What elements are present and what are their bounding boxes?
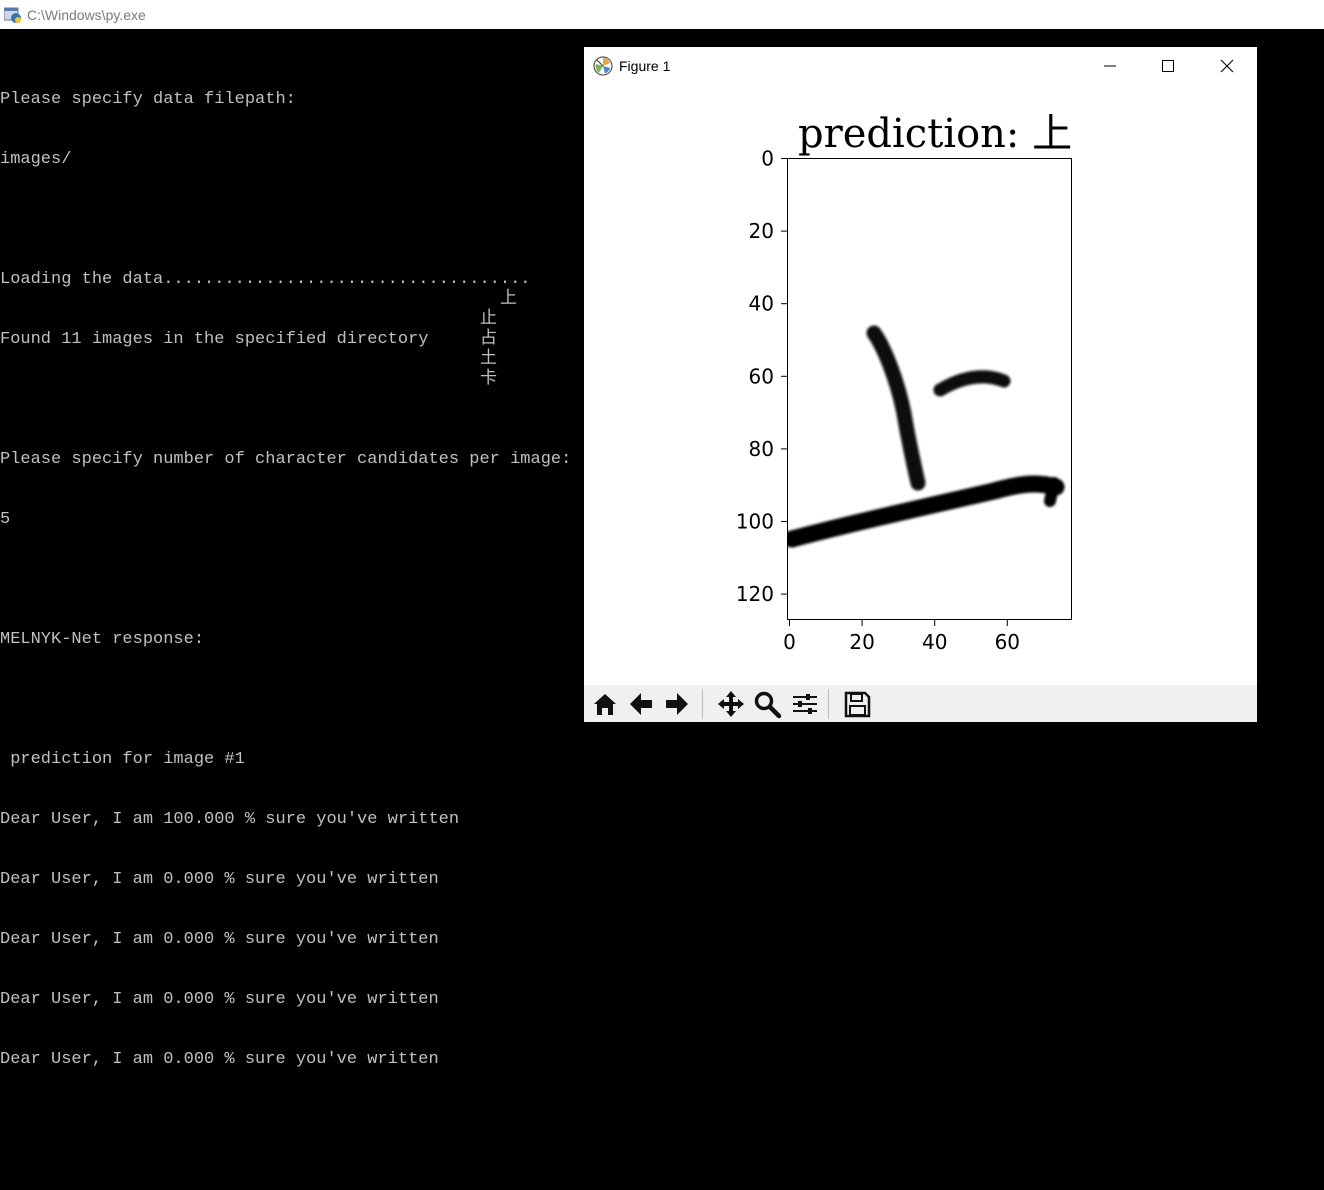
minimize-icon[interactable] [1081, 47, 1139, 85]
x-tick-label: 20 [849, 630, 874, 654]
console-line: Dear User, I am 0.000 % sure you've writ… [0, 1050, 439, 1069]
console-line [0, 570, 580, 590]
y-tick-label: 0 [761, 147, 774, 171]
console-line: Dear User, I am 0.000 % sure you've writ… [0, 930, 439, 949]
y-tick-label: 40 [749, 292, 774, 316]
back-arrow-icon[interactable] [626, 689, 656, 719]
console-line [0, 210, 580, 230]
console-line: Dear User, I am 0.000 % sure you've writ… [0, 870, 439, 889]
console-line [0, 390, 580, 410]
configure-subplots-icon[interactable] [790, 689, 820, 719]
x-tick-label: 40 [922, 630, 947, 654]
character-image [787, 325, 1065, 548]
toolbar-separator [702, 689, 703, 719]
forward-arrow-icon[interactable] [662, 689, 692, 719]
axes-frame [787, 158, 1072, 620]
python-icon [4, 7, 21, 23]
figure-canvas[interactable]: prediction: 上 0 20 40 60 80 100 120 0 20 40 60 [584, 85, 1257, 685]
candidate-character: 卡 [480, 370, 497, 389]
candidate-character: 占 [480, 330, 497, 349]
y-tick-label: 20 [749, 219, 774, 243]
console-line: 5 [0, 510, 11, 529]
console-title-bar: C:\Windows\py.exe [0, 0, 1324, 29]
console-title: C:\Windows\py.exe [27, 6, 146, 23]
y-tick-label: 60 [749, 364, 774, 388]
candidate-character: 上 [500, 290, 517, 309]
y-tick-label: 120 [736, 582, 774, 606]
console-line: Dear User, I am 100.000 % sure you've wr… [0, 810, 460, 829]
console-line: MELNYK-Net response: [0, 630, 205, 649]
y-tick-label: 100 [736, 510, 774, 534]
console-line: prediction for image #1 [0, 750, 245, 769]
console-line: Loading the data........................… [0, 270, 531, 289]
save-icon[interactable] [842, 689, 872, 719]
figure-title: Figure 1 [619, 58, 671, 74]
figure-title-bar[interactable]: Figure 1 [584, 47, 1257, 85]
console-line [0, 690, 580, 710]
x-tick-label: 0 [783, 630, 796, 654]
console-line: Dear User, I am 0.000 % sure you've writ… [0, 990, 439, 1009]
home-icon[interactable] [590, 689, 620, 719]
x-tick-label: 60 [995, 630, 1020, 654]
plot-title: prediction: 上 [798, 111, 1072, 157]
console-output: Please specify data filepath: images/ Lo… [0, 50, 580, 1190]
console-line: Found 11 images in the specified directo… [0, 330, 429, 349]
x-axis: 0 20 40 60 [783, 619, 1020, 654]
candidate-character: 止 [480, 310, 497, 329]
maximize-icon[interactable] [1139, 47, 1197, 85]
pan-icon[interactable] [716, 689, 746, 719]
console-line: images/ [0, 150, 72, 169]
figure-window: Figure 1 prediction: 上 0 20 40 60 80 100 120 [584, 47, 1257, 722]
figure-toolbar [584, 685, 1257, 722]
zoom-icon[interactable] [752, 689, 782, 719]
y-tick-label: 80 [749, 437, 774, 461]
toolbar-separator [828, 689, 829, 719]
y-axis: 0 20 40 60 80 100 120 [736, 147, 788, 606]
close-icon[interactable] [1198, 47, 1256, 85]
console-line: Please specify number of character candi… [0, 450, 572, 469]
matplotlib-icon [593, 56, 613, 76]
candidate-character: 土 [480, 350, 497, 369]
console-line: Please specify data filepath: [0, 90, 296, 109]
